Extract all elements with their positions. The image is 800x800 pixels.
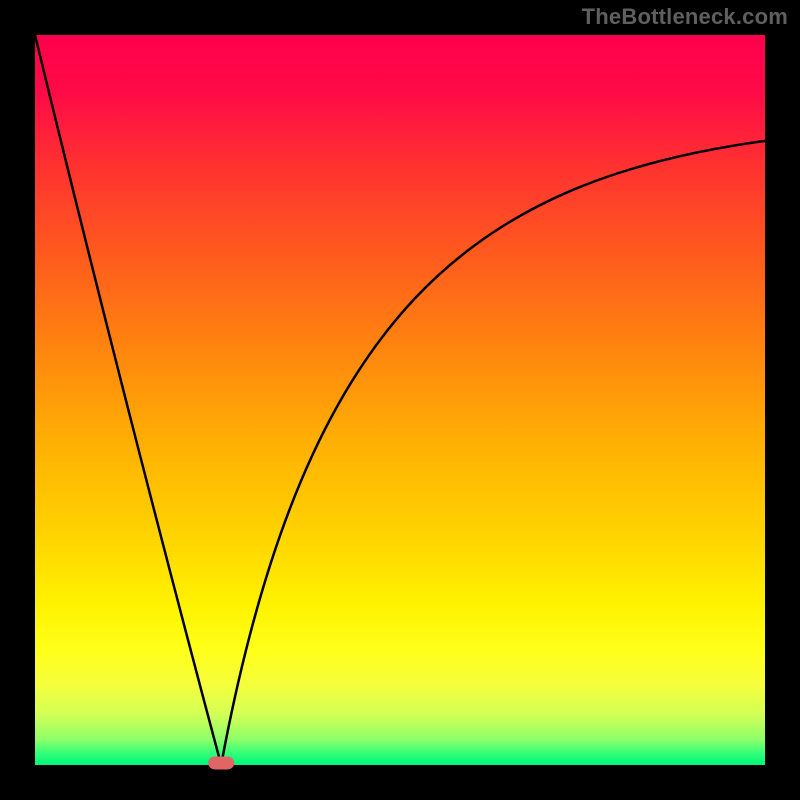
curve-layer — [35, 35, 765, 765]
optimum-marker — [208, 756, 234, 769]
chart-frame: TheBottleneck.com — [0, 0, 800, 800]
watermark-text: TheBottleneck.com — [582, 4, 788, 30]
bottleneck-curve — [35, 35, 765, 765]
plot-area — [35, 35, 765, 765]
